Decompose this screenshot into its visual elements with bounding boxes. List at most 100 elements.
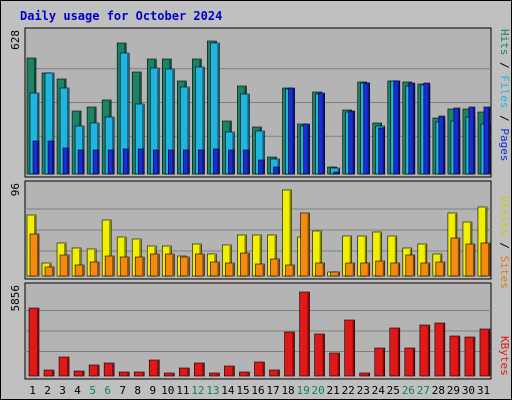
bar-pages-day-1 — [32, 140, 40, 175]
x-tick-label: 12 — [191, 384, 204, 397]
bar-kbytes-day-11 — [179, 367, 190, 377]
y-max-label: 96 — [9, 183, 22, 196]
bar-pages-day-16 — [258, 159, 265, 175]
legend_top-legend: Hits / Files / Pages — [498, 29, 511, 162]
bar-kbytes-day-10 — [163, 372, 175, 377]
bar-pages-day-21 — [333, 171, 340, 175]
legend-entry: / — [498, 109, 511, 129]
bar-kbytes-day-19 — [299, 291, 310, 377]
x-tick-label: 21 — [327, 384, 340, 397]
x-tick-label: 16 — [251, 384, 264, 397]
bar-sites-day-4 — [74, 264, 85, 277]
bar-sites-day-15 — [240, 252, 250, 277]
bar-kbytes-day-4 — [73, 370, 85, 377]
x-tick-label: 2 — [44, 384, 51, 397]
bar-sites-day-24 — [375, 260, 386, 277]
bar-pages-day-15 — [243, 149, 250, 175]
x-tick-label: 19 — [296, 384, 309, 397]
bar-sites-day-2 — [44, 266, 55, 277]
bar-pages-day-9 — [152, 149, 160, 175]
bar-kbytes-day-27 — [419, 324, 431, 377]
x-tick-label: 17 — [266, 384, 279, 397]
bar-sites-day-16 — [255, 263, 265, 277]
bar-kbytes-day-16 — [254, 361, 265, 377]
bar-visits-day-18 — [282, 189, 292, 277]
bar-sites-day-27 — [420, 262, 431, 277]
bar-sites-day-23 — [360, 262, 371, 277]
x-tick-label: 31 — [477, 384, 490, 397]
x-axis-labels: 1 2 3 4 5 6 7 8 9 10 11 12 13 14 15 16 17 18 19 20 21 22 23 24 2… — [29, 384, 490, 397]
bar-pages-day-8 — [137, 148, 145, 175]
bar-pages-day-20 — [318, 92, 325, 175]
bar-pages-day-10 — [167, 149, 175, 175]
x-tick-label: 25 — [387, 384, 400, 397]
bar-kbytes-day-12 — [194, 362, 205, 377]
legend-entry: Pages — [498, 128, 511, 161]
legend-entry: Hits — [498, 29, 511, 56]
bar-pages-day-13 — [213, 148, 220, 175]
bar-sites-day-5 — [89, 261, 100, 277]
panel-kbytes: 5856 — [9, 282, 492, 380]
bar-pages-day-14 — [228, 149, 235, 175]
bar-kbytes-day-13 — [209, 372, 220, 377]
bar-kbytes-day-7 — [118, 371, 130, 377]
bar-sites-day-20 — [315, 262, 325, 277]
bar-kbytes-day-29 — [449, 335, 461, 377]
bar-kbytes-day-5 — [88, 364, 100, 377]
bar-kbytes-day-24 — [374, 347, 386, 377]
bar-sites-day-22 — [345, 262, 355, 277]
bar-pages-day-27 — [423, 82, 431, 175]
x-tick-label: 6 — [104, 384, 111, 397]
bar-pages-day-24 — [378, 127, 386, 175]
x-tick-label: 24 — [372, 384, 386, 397]
x-tick-label: 30 — [462, 384, 475, 397]
legend-entry: Files — [498, 75, 511, 108]
bar-pages-day-30 — [468, 106, 476, 175]
bar-sites-day-9 — [149, 253, 160, 277]
x-tick-label: 26 — [402, 384, 415, 397]
bar-pages-day-22 — [348, 110, 355, 175]
bar-kbytes-day-30 — [464, 336, 476, 377]
bar-pages-day-7 — [122, 148, 130, 175]
bar-sites-day-6 — [104, 255, 115, 277]
bar-kbytes-day-14 — [224, 365, 235, 377]
bar-kbytes-day-31 — [479, 328, 491, 377]
bar-sites-day-14 — [225, 262, 235, 277]
bar-sites-day-7 — [119, 256, 130, 277]
bar-sites-day-19 — [300, 212, 310, 277]
x-tick-label: 14 — [221, 384, 235, 397]
bar-pages-day-12 — [198, 149, 205, 175]
x-tick-label: 15 — [236, 384, 249, 397]
bar-pages-day-17 — [273, 166, 280, 175]
bar-pages-day-6 — [107, 149, 115, 175]
bar-kbytes-day-1 — [28, 307, 40, 377]
bar-kbytes-day-18 — [284, 331, 295, 377]
legend-entry: / — [498, 56, 511, 76]
bar-sites-day-31 — [480, 242, 491, 277]
bar-kbytes-day-6 — [103, 362, 115, 377]
bar-sites-day-30 — [465, 243, 476, 277]
x-tick-label: 8 — [134, 384, 141, 397]
bar-pages-day-3 — [62, 147, 70, 175]
x-tick-label: 10 — [161, 384, 174, 397]
bar-pages-day-23 — [363, 82, 371, 175]
bar-sites-day-26 — [405, 254, 416, 277]
x-tick-label: 4 — [74, 384, 81, 397]
bar-kbytes-day-26 — [404, 347, 416, 377]
x-tick-label: 7 — [119, 384, 126, 397]
bar-sites-day-11 — [180, 256, 190, 277]
bar-kbytes-day-21 — [329, 352, 340, 377]
bar-pages-day-18 — [288, 87, 295, 175]
bar-kbytes-day-28 — [434, 322, 446, 377]
bar-kbytes-day-8 — [133, 371, 145, 377]
bar-kbytes-day-2 — [43, 369, 55, 377]
y-max-label: 5856 — [9, 285, 22, 312]
bar-sites-day-8 — [134, 256, 145, 277]
bar-pages-day-28 — [438, 115, 446, 175]
bar-sites-day-17 — [270, 258, 280, 277]
bar-sites-day-28 — [435, 261, 446, 277]
bar-sites-day-21 — [330, 271, 340, 277]
bar-sites-day-25 — [390, 262, 401, 277]
bar-kbytes-day-23 — [359, 372, 371, 377]
